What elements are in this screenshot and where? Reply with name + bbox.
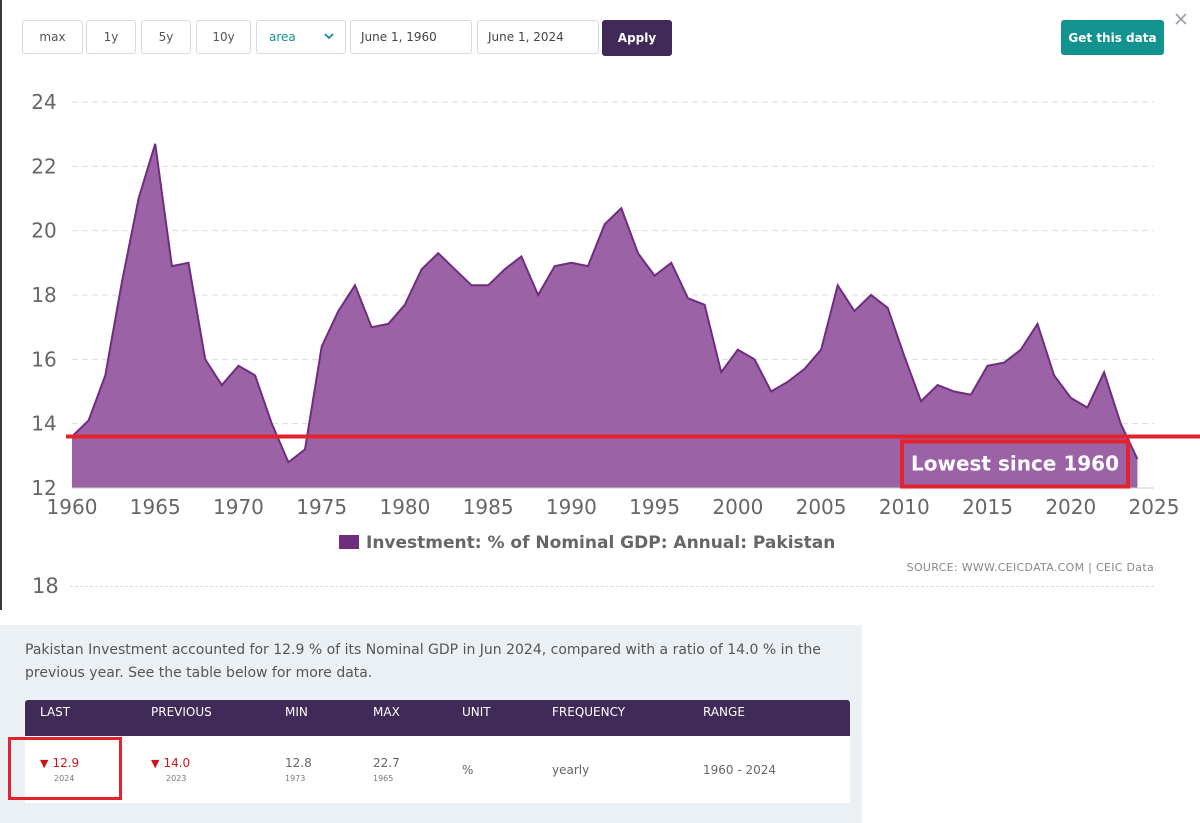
x-tick-label: 2005 — [796, 495, 847, 519]
investment-area-chart: 12 14 16 18 20 22 24 1960 1965 1970 1975 1980 1985 19… — [31, 90, 1200, 553]
down-triangle-icon: ▼ — [40, 757, 49, 770]
x-tick-label: 1970 — [213, 495, 264, 519]
annotation-label: Lowest since 1960 — [911, 452, 1119, 476]
start-date-input[interactable]: June 1, 1960 — [350, 20, 472, 54]
min-value: 12.8 — [285, 756, 312, 770]
last-year: 2024 — [54, 774, 75, 783]
annotation-box — [900, 439, 1130, 489]
unit-value: % — [462, 763, 474, 777]
range-5y-button[interactable]: 5y — [141, 20, 191, 54]
range-value: 1960 - 2024 — [703, 763, 777, 777]
previous-value: ▼ 14.0 — [151, 756, 190, 770]
y-tick-label: 22 — [31, 154, 56, 178]
x-tick-label: 1985 — [463, 495, 514, 519]
header-frequency: FREQUENCY — [552, 705, 626, 719]
y-tick-label: 12 — [31, 476, 56, 500]
ghost-y-label: 18 — [32, 574, 59, 598]
x-tick-label: 1995 — [629, 495, 680, 519]
header-range: RANGE — [703, 705, 745, 719]
y-tick-label: 18 — [31, 283, 56, 307]
series-line — [71, 143, 1139, 464]
x-tick-label: 1965 — [130, 495, 181, 519]
frequency-value: yearly — [552, 763, 590, 777]
left-edge-strip — [0, 0, 2, 610]
header-previous: PREVIOUS — [151, 705, 212, 719]
x-tick-label: 2010 — [879, 495, 930, 519]
apply-button[interactable]: Apply — [602, 20, 672, 56]
y-tick-label: 24 — [31, 90, 56, 114]
series-area — [72, 143, 1138, 489]
x-tick-label: 2025 — [1129, 495, 1180, 519]
chart-type-select[interactable]: area — [256, 20, 346, 54]
table-row — [25, 736, 850, 803]
legend-swatch — [339, 535, 359, 549]
close-icon[interactable] — [1172, 10, 1190, 28]
x-tick-label: 1990 — [546, 495, 597, 519]
min-year: 1973 — [285, 774, 306, 783]
header-unit: UNIT — [462, 705, 491, 719]
get-this-data-button[interactable]: Get this data — [1061, 20, 1164, 55]
legend-label: Investment: % of Nominal GDP: Annual: Pa… — [366, 533, 835, 553]
x-tick-label: 2015 — [962, 495, 1013, 519]
summary-panel: Pakistan Investment accounted for 12.9 %… — [0, 625, 862, 823]
x-tick-label: 1975 — [296, 495, 347, 519]
y-tick-label: 14 — [31, 412, 56, 436]
summary-text: Pakistan Investment accounted for 12.9 %… — [25, 642, 821, 681]
chart-type-value: area — [269, 30, 296, 44]
y-tick-label: 16 — [31, 347, 56, 371]
range-max-button[interactable]: max — [22, 20, 83, 54]
previous-value-text: 14.0 — [163, 756, 191, 770]
header-last: LAST — [40, 705, 71, 719]
range-10y-button[interactable]: 10y — [196, 20, 251, 54]
last-value-text: 12.9 — [52, 756, 80, 770]
previous-year: 2023 — [166, 774, 187, 783]
x-tick-label: 2000 — [712, 495, 763, 519]
range-1y-button[interactable]: 1y — [86, 20, 136, 54]
source-credit: SOURCE: WWW.CEICDATA.COM | CEIC Data — [906, 561, 1154, 574]
down-triangle-icon: ▼ — [151, 757, 160, 770]
max-year: 1965 — [373, 774, 394, 783]
table-header — [25, 700, 850, 736]
x-tick-label: 2020 — [1045, 495, 1096, 519]
chevron-down-icon — [324, 33, 334, 40]
max-value: 22.7 — [373, 756, 400, 770]
x-tick-label: 1980 — [379, 495, 430, 519]
header-min: MIN — [285, 705, 308, 719]
ghost-gridline — [70, 586, 1154, 587]
x-tick-label: 1960 — [47, 495, 98, 519]
header-max: MAX — [373, 705, 400, 719]
y-tick-label: 20 — [31, 219, 56, 243]
end-date-input[interactable]: June 1, 2024 — [477, 20, 599, 54]
last-value-highlight-box — [8, 737, 122, 800]
last-value: ▼ 12.9 — [40, 756, 79, 770]
